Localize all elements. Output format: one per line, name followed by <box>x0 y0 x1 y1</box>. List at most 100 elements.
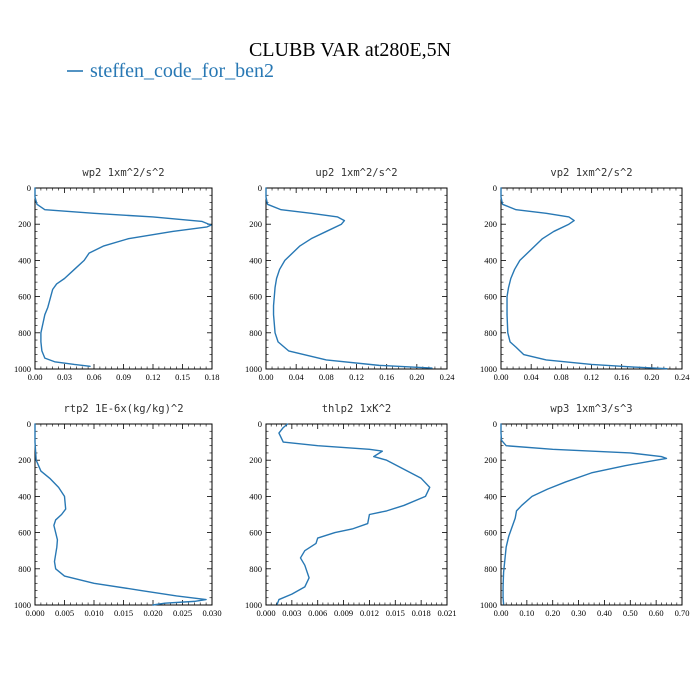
figure-legend: steffen_code_for_ben2 <box>67 60 274 82</box>
y-tick-label: 600 <box>249 528 262 538</box>
x-tick-label: 0.20 <box>644 372 659 382</box>
panel-title: up2 1xm^2/s^2 <box>315 167 397 179</box>
y-tick-label: 1000 <box>14 600 31 610</box>
x-tick-label: 0.006 <box>308 608 327 618</box>
y-tick-label: 0 <box>493 183 497 193</box>
x-tick-label: 0.10 <box>519 608 534 618</box>
x-tick-label: 0.50 <box>623 608 638 618</box>
panel-6: wp3 1xm^3/s^3 0.00 0.10 0.20 0.30 0.40 0.50 0.6… <box>480 403 689 618</box>
x-tick-label: 0.70 <box>675 608 690 618</box>
x-tick-label: 0.025 <box>173 608 192 618</box>
series-line <box>276 423 431 605</box>
x-tick-label: 0.12 <box>146 372 161 382</box>
y-tick-label: 600 <box>18 528 31 538</box>
y-tick-label: 1000 <box>14 364 31 374</box>
y-tick-label: 1000 <box>245 364 262 374</box>
legend-label: steffen_code_for_ben2 <box>90 60 274 82</box>
x-tick-label: 0.015 <box>114 608 133 618</box>
x-tick-label: 0.60 <box>649 608 664 618</box>
x-tick-label: 0.08 <box>319 372 334 382</box>
x-tick-label: 0.12 <box>584 372 599 382</box>
y-tick-label: 200 <box>484 455 497 465</box>
x-tick-label: 0.09 <box>116 372 131 382</box>
y-tick-label: 0 <box>258 419 262 429</box>
y-tick-label: 400 <box>484 255 497 265</box>
y-tick-label: 200 <box>484 219 497 229</box>
y-tick-label: 800 <box>249 564 262 574</box>
x-tick-label: 0.20 <box>545 608 560 618</box>
x-tick-label: 0.24 <box>440 372 456 382</box>
x-tick-label: 0.04 <box>289 372 305 382</box>
y-tick-label: 200 <box>18 219 31 229</box>
panel-4: rtp2 1E-6x(kg/kg)^2 0.000 0.005 0.010 0.015 0… <box>14 403 222 618</box>
y-tick-label: 1000 <box>480 600 497 610</box>
series-line <box>500 187 668 370</box>
y-tick-label: 0 <box>258 183 262 193</box>
series-line <box>34 423 207 606</box>
y-tick-label: 400 <box>18 255 31 265</box>
x-tick-label: 0.15 <box>175 372 190 382</box>
panel-title: wp3 1xm^3/s^3 <box>550 403 632 415</box>
x-tick-label: 0.021 <box>437 608 456 618</box>
x-tick-label: 0.009 <box>334 608 353 618</box>
panel-3: vp2 1xm^2/s^2 0.00 0.04 0.08 0.12 0.16 0.20 0.2… <box>480 167 690 382</box>
x-tick-label: 0.20 <box>409 372 424 382</box>
x-tick-label: 0.00 <box>494 608 509 618</box>
series-line <box>265 187 433 369</box>
y-tick-label: 1000 <box>480 364 497 374</box>
x-tick-label: 0.018 <box>412 608 431 618</box>
x-tick-label: 0.00 <box>494 372 509 382</box>
x-tick-label: 0.40 <box>597 608 612 618</box>
y-tick-label: 1000 <box>245 600 262 610</box>
x-tick-label: 0.30 <box>571 608 586 618</box>
y-tick-label: 600 <box>18 292 31 302</box>
y-tick-label: 800 <box>484 328 497 338</box>
x-tick-label: 0.000 <box>256 608 275 618</box>
x-tick-label: 0.08 <box>554 372 569 382</box>
y-tick-label: 0 <box>27 183 31 193</box>
y-tick-label: 800 <box>18 564 31 574</box>
y-tick-label: 400 <box>484 491 497 501</box>
plot-frame <box>500 423 683 606</box>
x-tick-label: 0.000 <box>25 608 44 618</box>
y-tick-label: 200 <box>249 455 262 465</box>
y-tick-label: 800 <box>484 564 497 574</box>
y-tick-label: 0 <box>27 419 31 429</box>
y-tick-label: 200 <box>18 455 31 465</box>
y-tick-label: 600 <box>484 528 497 538</box>
panels-group: wp2 1xm^2/s^2 0.00 0.03 0.06 0.09 0.12 0.15 0.1… <box>14 167 690 618</box>
y-tick-label: 800 <box>18 328 31 338</box>
x-tick-label: 0.030 <box>202 608 221 618</box>
x-tick-label: 0.03 <box>57 372 72 382</box>
y-tick-label: 400 <box>18 491 31 501</box>
x-tick-label: 0.04 <box>524 372 540 382</box>
panel-title: wp2 1xm^2/s^2 <box>82 167 164 179</box>
panel-title: vp2 1xm^2/s^2 <box>550 167 632 179</box>
panel-2: up2 1xm^2/s^2 0.00 0.04 0.08 0.12 0.16 0.20 0.2… <box>245 167 455 382</box>
series-line <box>34 187 212 367</box>
y-tick-label: 0 <box>493 419 497 429</box>
panel-title: rtp2 1E-6x(kg/kg)^2 <box>63 403 183 415</box>
x-tick-label: 0.16 <box>614 372 629 382</box>
x-tick-label: 0.12 <box>349 372 364 382</box>
y-tick-label: 400 <box>249 491 262 501</box>
figure-title: CLUBB VAR at280E,5N <box>249 39 451 61</box>
panel-1: wp2 1xm^2/s^2 0.00 0.03 0.06 0.09 0.12 0.15 0.1… <box>14 167 219 382</box>
x-tick-label: 0.010 <box>84 608 103 618</box>
x-tick-label: 0.18 <box>205 372 220 382</box>
y-tick-label: 400 <box>249 255 262 265</box>
series-line <box>500 423 668 605</box>
panel-5: thlp2 1xK^2 0.000 0.003 0.006 0.009 0.012 0.01… <box>245 403 457 618</box>
x-tick-label: 0.020 <box>143 608 162 618</box>
plot-frame <box>265 423 448 606</box>
x-tick-label: 0.24 <box>675 372 691 382</box>
y-tick-label: 800 <box>249 328 262 338</box>
x-tick-label: 0.012 <box>360 608 379 618</box>
x-tick-label: 0.015 <box>386 608 405 618</box>
x-tick-label: 0.06 <box>87 372 102 382</box>
x-tick-label: 0.005 <box>55 608 74 618</box>
x-tick-label: 0.16 <box>379 372 394 382</box>
x-tick-label: 0.00 <box>259 372 274 382</box>
y-tick-label: 600 <box>249 292 262 302</box>
